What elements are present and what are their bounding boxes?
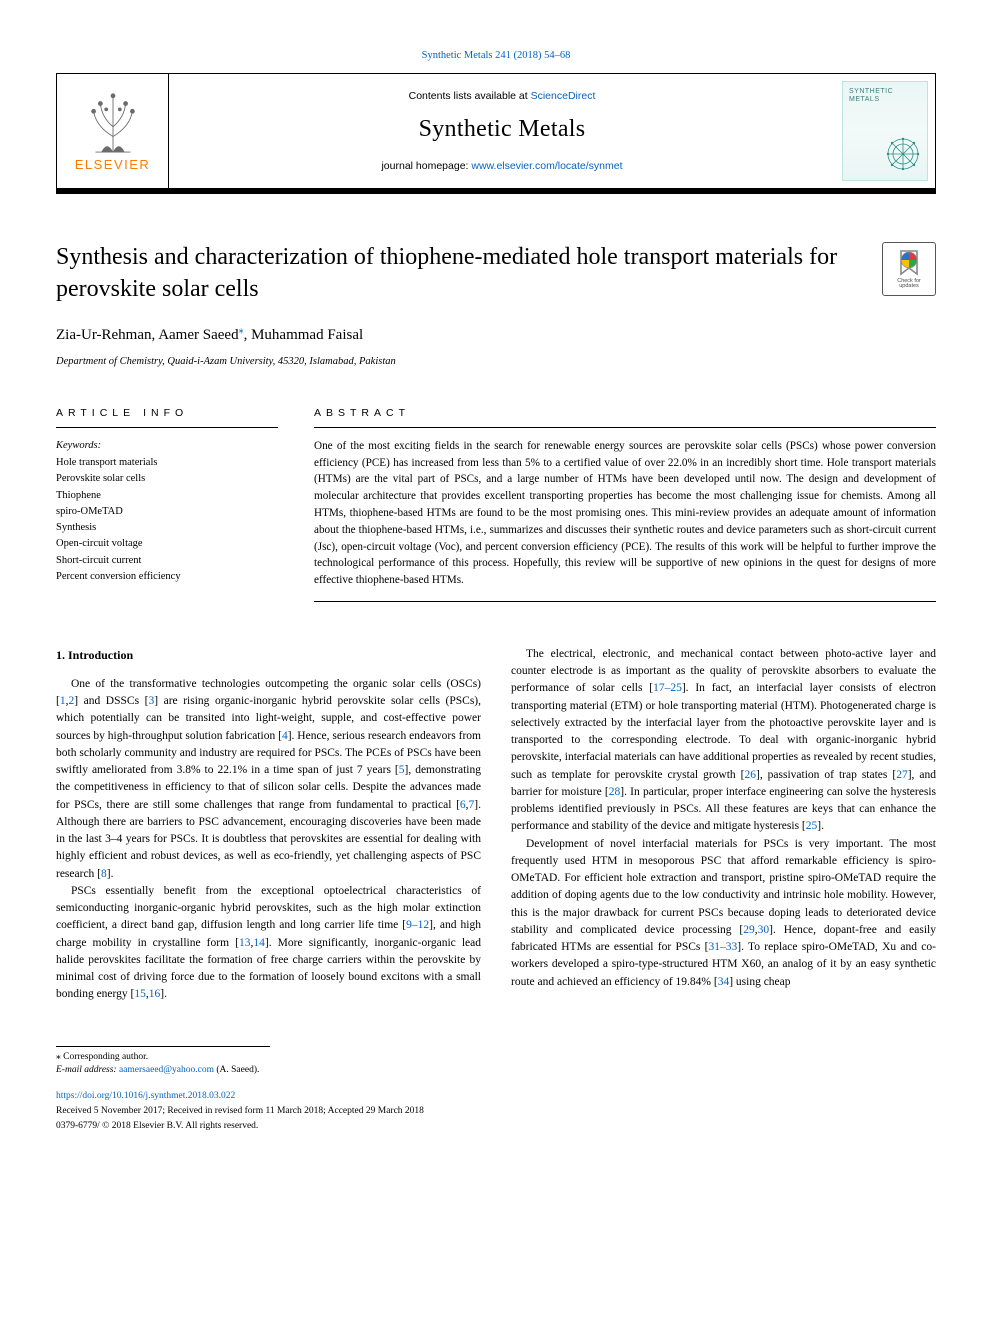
contents-prefix: Contents lists available at [409, 90, 531, 102]
running-head: Synthetic Metals 241 (2018) 54–68 [56, 48, 936, 63]
keyword-item: Percent conversion efficiency [56, 569, 278, 585]
elsevier-tree-icon [74, 88, 152, 154]
doi-link[interactable]: https://doi.org/10.1016/j.synthmet.2018.… [56, 1091, 235, 1101]
body-columns: 1. Introduction One of the transformativ… [56, 646, 936, 1004]
article-info-heading: ARTICLE INFO [56, 406, 278, 421]
cover-title: SYNTHETIC METALS [849, 88, 893, 103]
abstract-rule-top [314, 427, 936, 428]
keyword-item: Open-circuit voltage [56, 536, 278, 552]
reference-link[interactable]: 26 [745, 769, 757, 781]
keyword-item: Hole transport materials [56, 455, 278, 471]
body-paragraph: PSCs essentially benefit from the except… [56, 883, 481, 1004]
article-info-row: ARTICLE INFO Keywords: Hole transport ma… [56, 406, 936, 602]
keyword-item: Synthesis [56, 520, 278, 536]
footnote-separator [56, 1046, 270, 1047]
reference-link[interactable]: 13 [239, 937, 251, 949]
journal-cover-block: SYNTHETIC METALS [835, 74, 935, 188]
corresponding-author-note: ⁎ Corresponding author. [56, 1051, 936, 1065]
journal-homepage-line: journal homepage: www.elsevier.com/locat… [381, 159, 622, 174]
header-underline [56, 189, 936, 194]
keywords-list: Hole transport materials Perovskite sola… [56, 455, 278, 585]
copyright-line: 0379-6779/ © 2018 Elsevier B.V. All righ… [56, 1120, 936, 1134]
reference-link[interactable]: 27 [896, 769, 908, 781]
keyword-item: Perovskite solar cells [56, 471, 278, 487]
reference-link[interactable]: 25 [806, 820, 818, 832]
reference-link[interactable]: 30 [758, 924, 770, 936]
keyword-item: Thiophene [56, 488, 278, 504]
author-3: Muhammad Faisal [251, 327, 363, 343]
email-line: E-mail address: aamersaeed@yahoo.com (A.… [56, 1064, 936, 1078]
check-for-updates-badge[interactable]: Check forupdates [882, 242, 936, 296]
reference-link[interactable]: 9–12 [406, 919, 429, 931]
author-2: Aamer Saeed [158, 327, 238, 343]
abstract-text: One of the most exciting fields in the s… [314, 438, 936, 589]
publisher-logo-block: ELSEVIER [57, 74, 169, 188]
email-address-label: E-mail address: [56, 1065, 119, 1075]
reference-link[interactable]: 29 [743, 924, 755, 936]
body-paragraph: The electrical, electronic, and mechanic… [511, 646, 936, 836]
reference-link[interactable]: 31–33 [709, 941, 738, 953]
cover-molecule-icon [883, 134, 923, 174]
footnotes: ⁎ Corresponding author. E-mail address: … [56, 1051, 936, 1079]
reference-link[interactable]: 28 [609, 786, 621, 798]
contents-available-line: Contents lists available at ScienceDirec… [409, 89, 596, 104]
reference-link[interactable]: 15 [134, 988, 146, 1000]
body-col-right: The electrical, electronic, and mechanic… [511, 646, 936, 1004]
crossmark-icon [897, 249, 921, 277]
reference-link[interactable]: 17–25 [653, 682, 682, 694]
body-col-left: 1. Introduction One of the transformativ… [56, 646, 481, 1004]
corresponding-email-link[interactable]: aamersaeed@yahoo.com [119, 1065, 214, 1075]
keyword-item: Short-circuit current [56, 553, 278, 569]
abstract-column: ABSTRACT One of the most exciting fields… [314, 406, 936, 602]
body-paragraph: One of the transformative technologies o… [56, 676, 481, 883]
reference-link[interactable]: 16 [149, 988, 161, 1000]
body-paragraph: Development of novel interfacial materia… [511, 836, 936, 991]
article-info-rule [56, 427, 278, 428]
author-1: Zia-Ur-Rehman [56, 327, 152, 343]
check-updates-label: Check forupdates [897, 279, 921, 290]
keyword-item: spiro-OMeTAD [56, 504, 278, 520]
journal-homepage-link[interactable]: www.elsevier.com/locate/synmet [471, 160, 622, 172]
journal-header: ELSEVIER Contents lists available at Sci… [56, 73, 936, 189]
elsevier-wordmark: ELSEVIER [75, 156, 151, 175]
running-head-link[interactable]: Synthetic Metals 241 (2018) 54–68 [422, 50, 571, 61]
author-list: Zia-Ur-Rehman, Aamer Saeed⁎, Muhammad Fa… [56, 324, 936, 347]
reference-link[interactable]: 14 [253, 937, 265, 949]
footnote-separator-wrap [56, 1046, 936, 1047]
sciencedirect-link[interactable]: ScienceDirect [531, 90, 596, 102]
received-dates: Received 5 November 2017; Received in re… [56, 1105, 936, 1119]
section-heading-intro: 1. Introduction [56, 646, 481, 664]
journal-header-center: Contents lists available at ScienceDirec… [169, 74, 835, 188]
journal-cover-thumbnail: SYNTHETIC METALS [842, 81, 928, 181]
article-info-column: ARTICLE INFO Keywords: Hole transport ma… [56, 406, 278, 602]
doi-line: https://doi.org/10.1016/j.synthmet.2018.… [56, 1090, 936, 1104]
title-row: Synthesis and characterization of thioph… [56, 242, 936, 305]
reference-link[interactable]: 34 [718, 976, 730, 988]
abstract-heading: ABSTRACT [314, 406, 936, 421]
abstract-rule-bottom [314, 601, 936, 602]
keywords-label: Keywords: [56, 438, 278, 453]
article-title: Synthesis and characterization of thioph… [56, 242, 856, 305]
author-affiliation: Department of Chemistry, Quaid-i-Azam Un… [56, 354, 936, 369]
email-person: (A. Saeed). [214, 1065, 259, 1075]
journal-name: Synthetic Metals [419, 112, 586, 147]
homepage-prefix: journal homepage: [381, 160, 471, 172]
